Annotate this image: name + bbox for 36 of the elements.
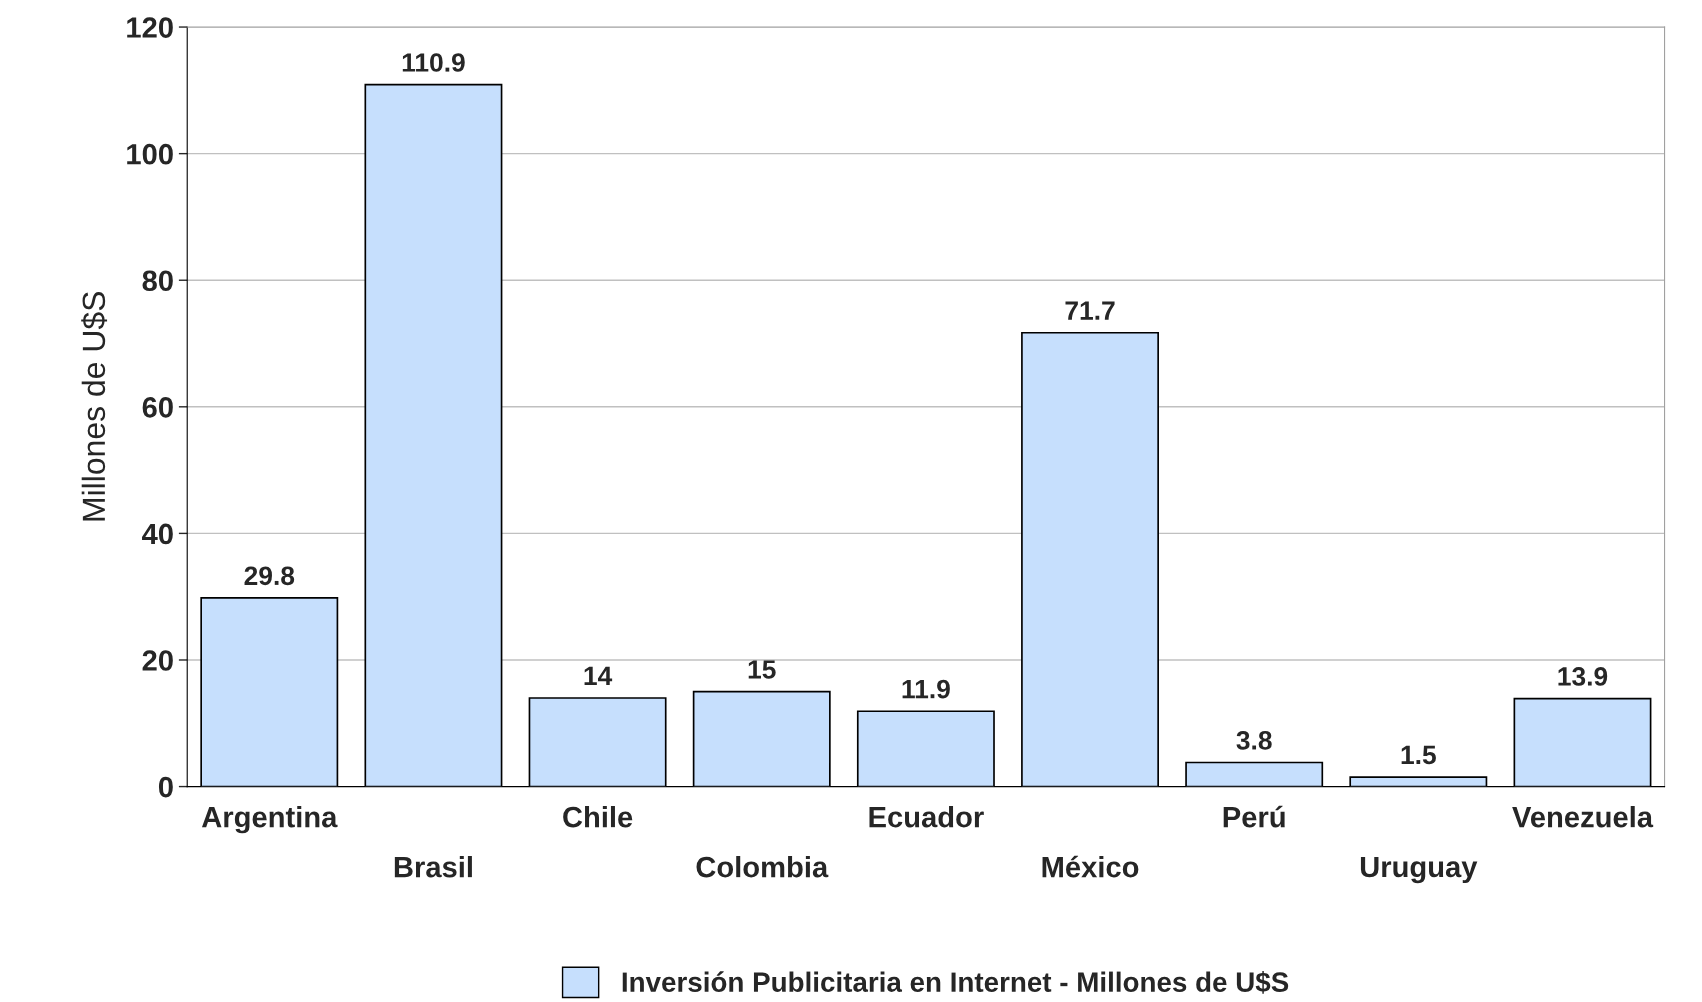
legend-label: Inversión Publicitaria en Internet - Millones de U$S xyxy=(622,971,1289,994)
x-tick-label: Argentina xyxy=(201,806,338,834)
data-label: 13.9 xyxy=(1558,667,1608,686)
y-tick-label: 20 xyxy=(142,650,173,671)
bar xyxy=(1513,697,1652,787)
data-label: 29.8 xyxy=(244,566,295,586)
data-label: 15 xyxy=(748,660,776,679)
bar xyxy=(692,690,831,787)
y-tick-label: 40 xyxy=(142,523,173,545)
data-label: 110.9 xyxy=(402,53,465,72)
x-tick-label: Chile xyxy=(563,806,633,828)
bar xyxy=(1185,761,1324,787)
x-tick-label: Ecuador xyxy=(869,806,984,828)
y-tick-label: 80 xyxy=(142,270,173,292)
data-label: 14 xyxy=(584,666,613,685)
data-label: 1.5 xyxy=(1401,745,1436,765)
x-tick-label: Venezuela xyxy=(1512,806,1654,828)
bar xyxy=(856,710,995,787)
data-label: 71.7 xyxy=(1065,301,1115,320)
bar xyxy=(364,83,503,787)
y-tick-label: 120 xyxy=(127,17,173,38)
y-tick-label: 0 xyxy=(158,776,173,798)
x-tick-label: México xyxy=(1042,855,1139,878)
bar xyxy=(528,697,667,787)
bar xyxy=(200,597,339,787)
y-tick-label: 100 xyxy=(127,143,173,165)
x-tick-label: Brasil xyxy=(394,856,472,878)
x-tick-label: Uruguay xyxy=(1360,856,1478,884)
bar xyxy=(1349,776,1488,787)
data-label: 3.8 xyxy=(1236,731,1272,750)
x-tick-label: Colombia xyxy=(696,856,829,878)
bar xyxy=(1021,331,1159,787)
data-label: 11.9 xyxy=(902,679,950,699)
y-tick-label: 60 xyxy=(142,397,173,418)
x-tick-label: Perú xyxy=(1223,805,1285,828)
y-axis-title: Millones de U$S xyxy=(81,291,108,521)
